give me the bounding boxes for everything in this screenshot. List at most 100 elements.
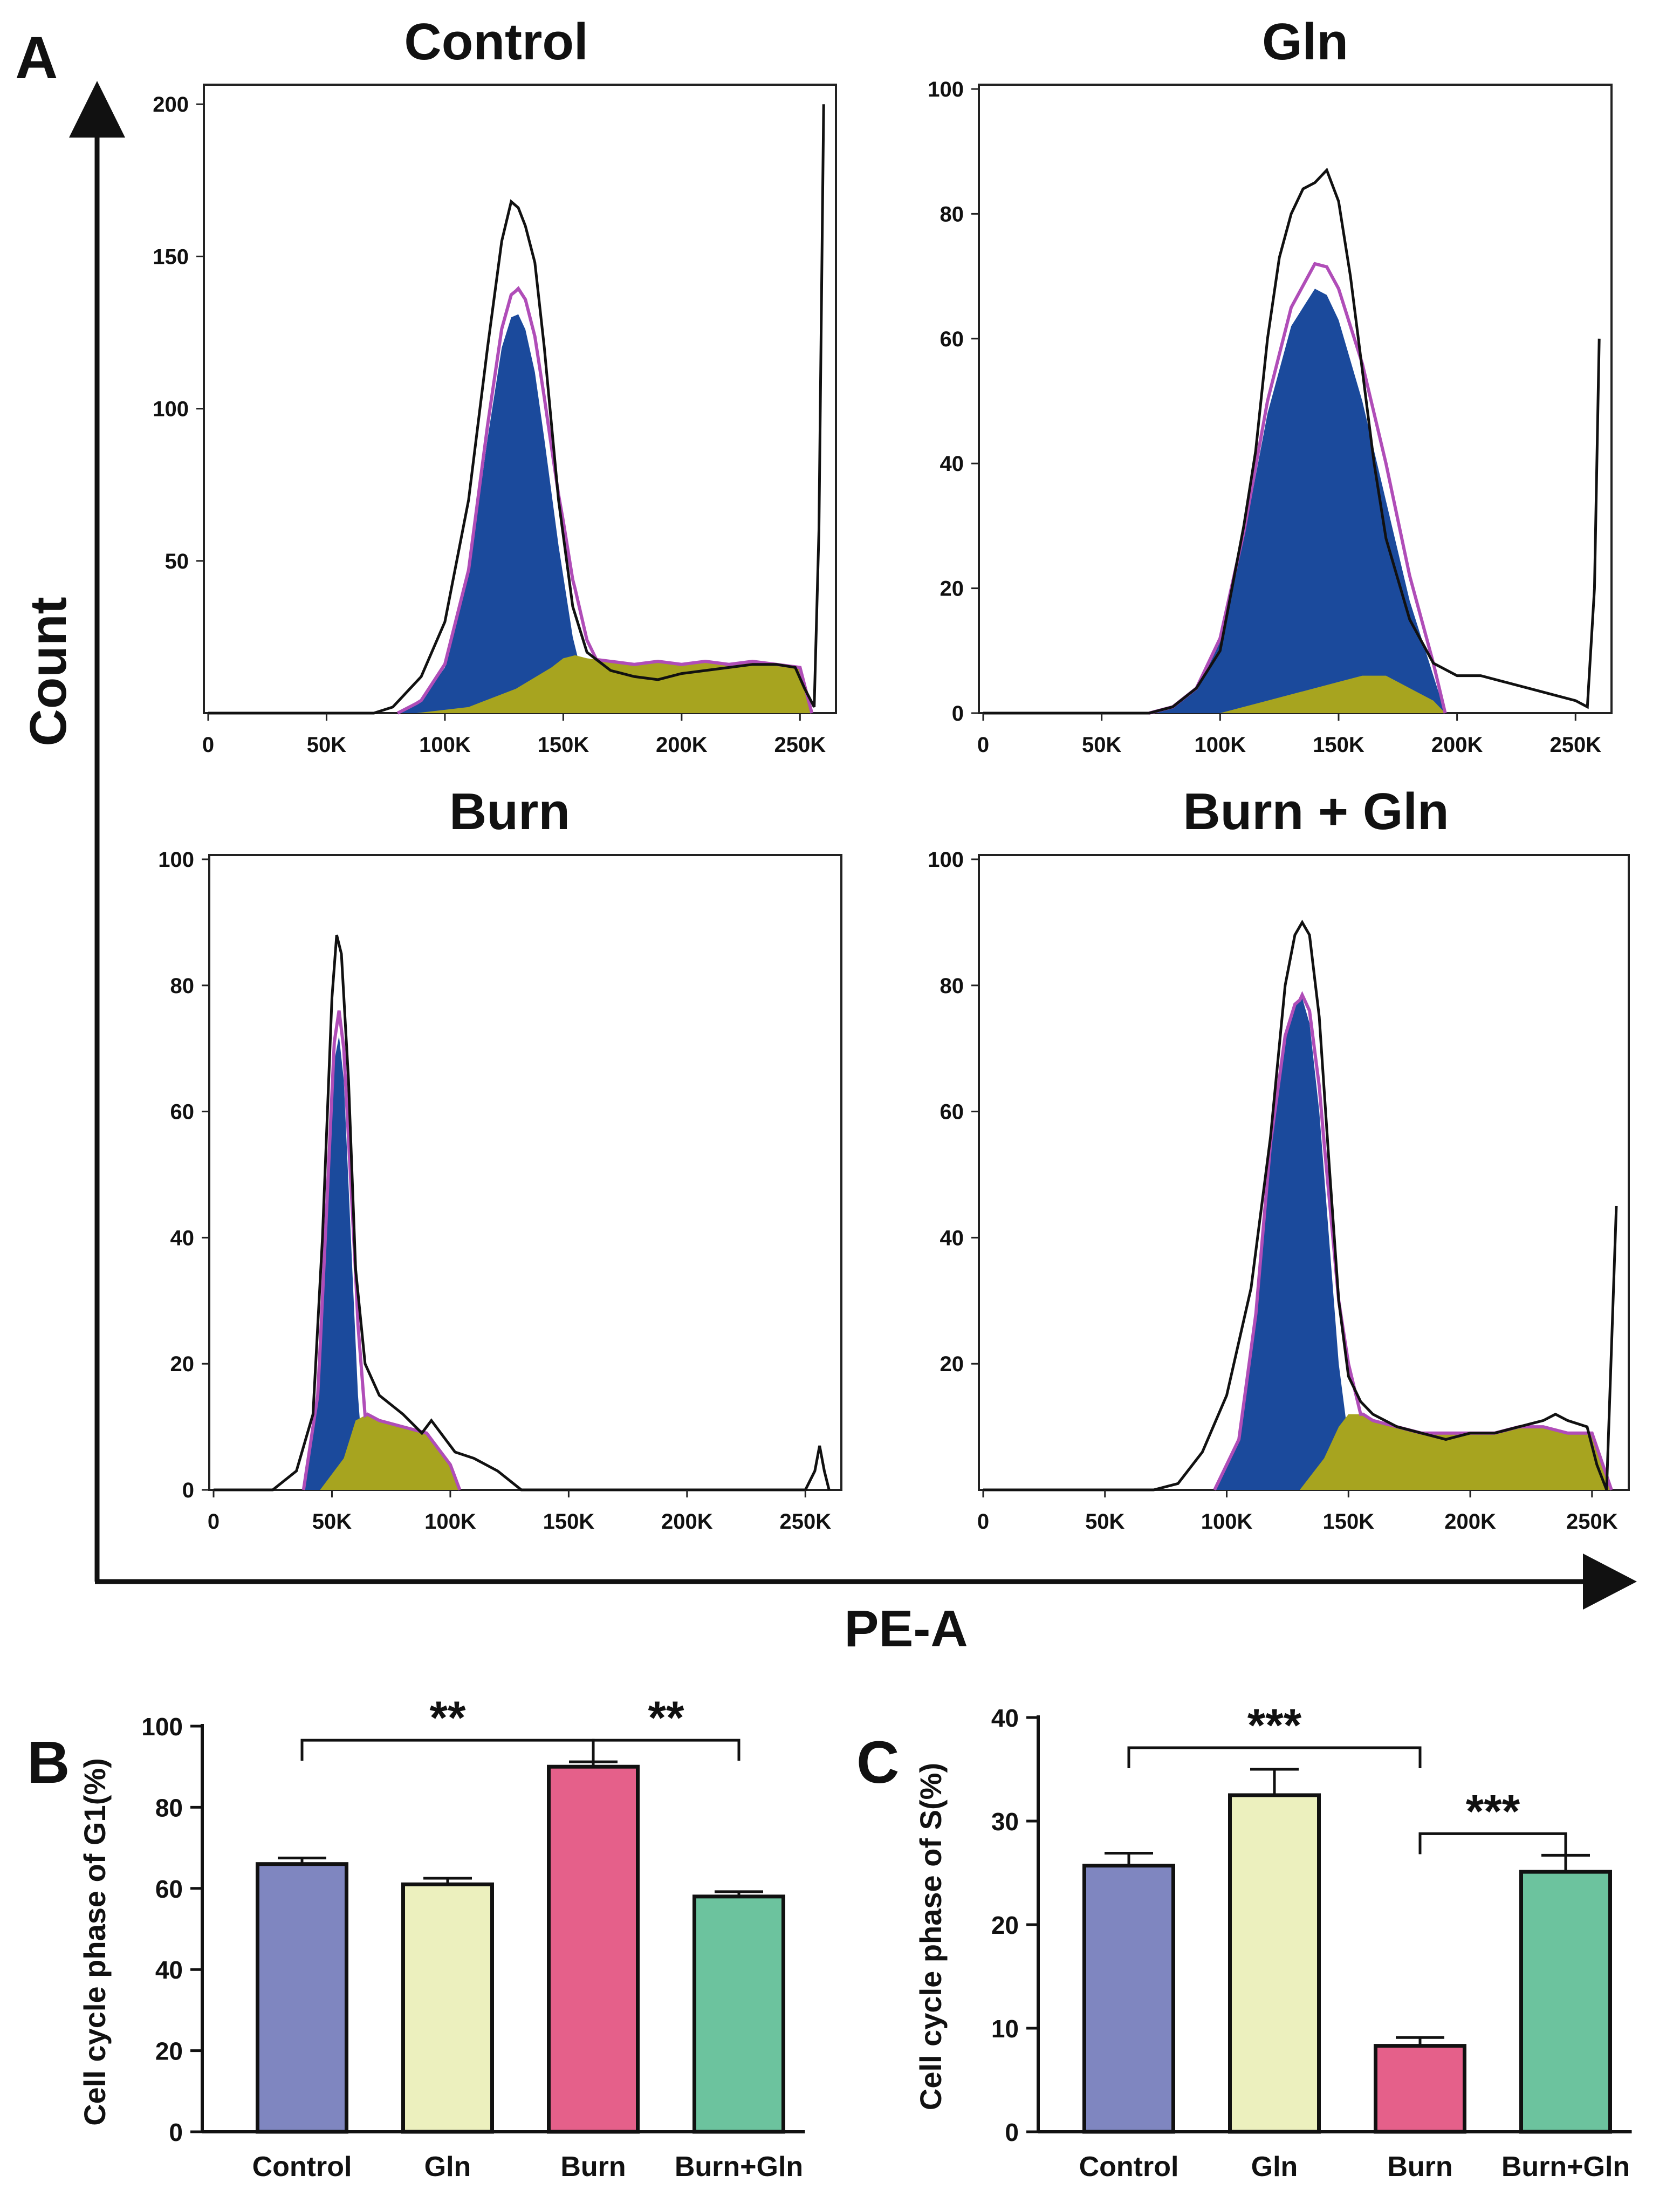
bar-category-label: Control	[252, 2151, 352, 2182]
total-histogram-line	[983, 167, 1601, 715]
x-tick-label: 0	[208, 1510, 220, 1534]
y-tick-label: 40	[940, 452, 964, 476]
histogram-panel-4: Burn + Gln 0 50K 100K 150K 200K 250K 20 40 60 80 10…	[928, 783, 1630, 1534]
bar-y-tick-label: 20	[991, 1911, 1019, 1939]
y-tick-label: 100	[928, 848, 964, 872]
significance-label: **	[648, 1692, 684, 1744]
bar-y-tick-label: 0	[1005, 2118, 1019, 2146]
histogram-panel-1: Control 0 50K 100K 150K 200K 250K 50 100 150 200	[153, 13, 837, 757]
bar-category-label: Burn	[1387, 2151, 1452, 2182]
y-tick-label: 20	[170, 1352, 195, 1376]
bar-category-label: Gln	[1251, 2151, 1298, 2182]
x-tick-label: 50K	[1085, 1510, 1124, 1534]
bar-category-label: Burn	[560, 2151, 626, 2182]
bar-y-tick-label: 30	[991, 1808, 1019, 1836]
histogram-panel-2: Gln 0 50K 100K 150K 200K 250K 0 20 40 60 80 100	[928, 13, 1613, 757]
bar-burn-gln	[692, 1894, 785, 2134]
x-tick-label: 150K	[1313, 733, 1364, 757]
x-tick-label: 250K	[1566, 1510, 1618, 1534]
significance-bracket	[592, 1739, 740, 1761]
x-tick-label: 150K	[1322, 1510, 1374, 1534]
bar-category-label: Control	[1079, 2151, 1179, 2182]
histogram-panel-3: Burn 0 50K 100K 150K 200K 250K 0 20 40 60 80 100	[158, 783, 842, 1534]
significance-label: ***	[1247, 1700, 1302, 1751]
y-tick-label: 100	[928, 78, 964, 101]
bar-y-tick-label: 10	[991, 2015, 1019, 2043]
panel-label-a: A	[15, 25, 58, 91]
g1-phase-area	[1149, 289, 1445, 713]
s-phase-area	[1299, 1414, 1612, 1490]
total-histogram-line	[214, 934, 831, 1491]
bar-control	[1082, 1864, 1175, 2134]
y-tick-label: 0	[952, 702, 964, 726]
bar-burn	[547, 1764, 640, 2134]
x-tick-label: 250K	[774, 733, 826, 757]
x-tick-label: 150K	[538, 733, 589, 757]
significance-bracket	[1418, 1832, 1567, 1855]
bar-control	[256, 1862, 348, 2134]
bar-y-tick-label: 0	[169, 2118, 183, 2146]
bar-category-label: Burn+Gln	[675, 2151, 803, 2182]
bar-panel-g1: 0 20 40 60 80 100 Cell cycle phase of G1(%) Con…	[78, 1692, 805, 2182]
y-tick-label: 80	[170, 974, 195, 998]
y-tick-label: 60	[170, 1100, 195, 1124]
histogram-title: Control	[404, 13, 588, 71]
bar-y-tick-label: 100	[141, 1713, 183, 1741]
y-tick-label: 80	[940, 974, 964, 998]
x-tick-label: 50K	[1082, 733, 1121, 757]
histogram-title: Burn	[449, 783, 570, 840]
x-tick-label: 200K	[656, 733, 708, 757]
total-histogram-line	[983, 919, 1618, 1491]
x-tick-label: 0	[977, 733, 989, 757]
significance-label: ***	[1466, 1785, 1520, 1837]
significance-bracket	[1127, 1746, 1422, 1768]
bar-y-tick-label: 40	[155, 1956, 183, 1984]
bar-panel-s: 0 10 20 30 40 Cell cycle phase of S(%) Control…	[914, 1700, 1632, 2182]
bar-gln	[401, 1882, 494, 2134]
histogram-title: Gln	[1262, 13, 1348, 71]
bar-y-tick-label: 60	[155, 1875, 183, 1903]
bar-y-axis-label: Cell cycle phase of S(%)	[914, 1763, 948, 2110]
shared-y-axis-arrowhead	[69, 81, 125, 138]
y-tick-label: 20	[940, 1352, 964, 1376]
total-histogram-line	[208, 104, 825, 715]
panel-label-b: B	[27, 1729, 70, 1796]
bar-burn	[1374, 2044, 1466, 2134]
bar-gln	[1228, 1793, 1321, 2134]
x-tick-label: 100K	[1201, 1510, 1253, 1534]
x-tick-label: 200K	[1431, 733, 1483, 757]
x-tick-label: 100K	[424, 1510, 476, 1534]
x-tick-label: 250K	[780, 1510, 832, 1534]
y-tick-label: 150	[153, 245, 189, 269]
x-tick-label: 50K	[312, 1510, 352, 1534]
y-tick-label: 100	[158, 848, 194, 872]
y-tick-label: 60	[940, 1100, 964, 1124]
histogram-plot-frame	[208, 854, 842, 1491]
shared-x-axis-arrowhead	[1583, 1554, 1637, 1610]
y-tick-label: 50	[165, 550, 189, 573]
shared-x-label: PE-A	[844, 1600, 968, 1658]
bar-y-axis-label: Cell cycle phase of G1(%)	[78, 1758, 112, 2126]
x-tick-label: 0	[977, 1510, 989, 1534]
panel-label-c: C	[856, 1729, 899, 1796]
x-tick-label: 200K	[661, 1510, 713, 1534]
x-tick-label: 200K	[1444, 1510, 1496, 1534]
s-phase-area	[1220, 675, 1445, 713]
bar-y-tick-label: 80	[155, 1794, 183, 1822]
significance-label: **	[430, 1692, 466, 1744]
y-tick-label: 80	[940, 202, 964, 226]
panel-a-shared-axes	[69, 81, 1637, 1610]
y-tick-label: 200	[153, 93, 189, 117]
y-tick-label: 60	[940, 327, 964, 351]
shared-y-label: Count	[19, 597, 77, 746]
x-tick-label: 150K	[543, 1510, 595, 1534]
g1-phase-area	[397, 314, 596, 713]
g1-phase-area	[1214, 998, 1361, 1490]
y-tick-label: 20	[940, 577, 964, 601]
x-tick-label: 100K	[419, 733, 471, 757]
x-tick-label: 50K	[307, 733, 346, 757]
y-tick-label: 40	[170, 1226, 195, 1250]
